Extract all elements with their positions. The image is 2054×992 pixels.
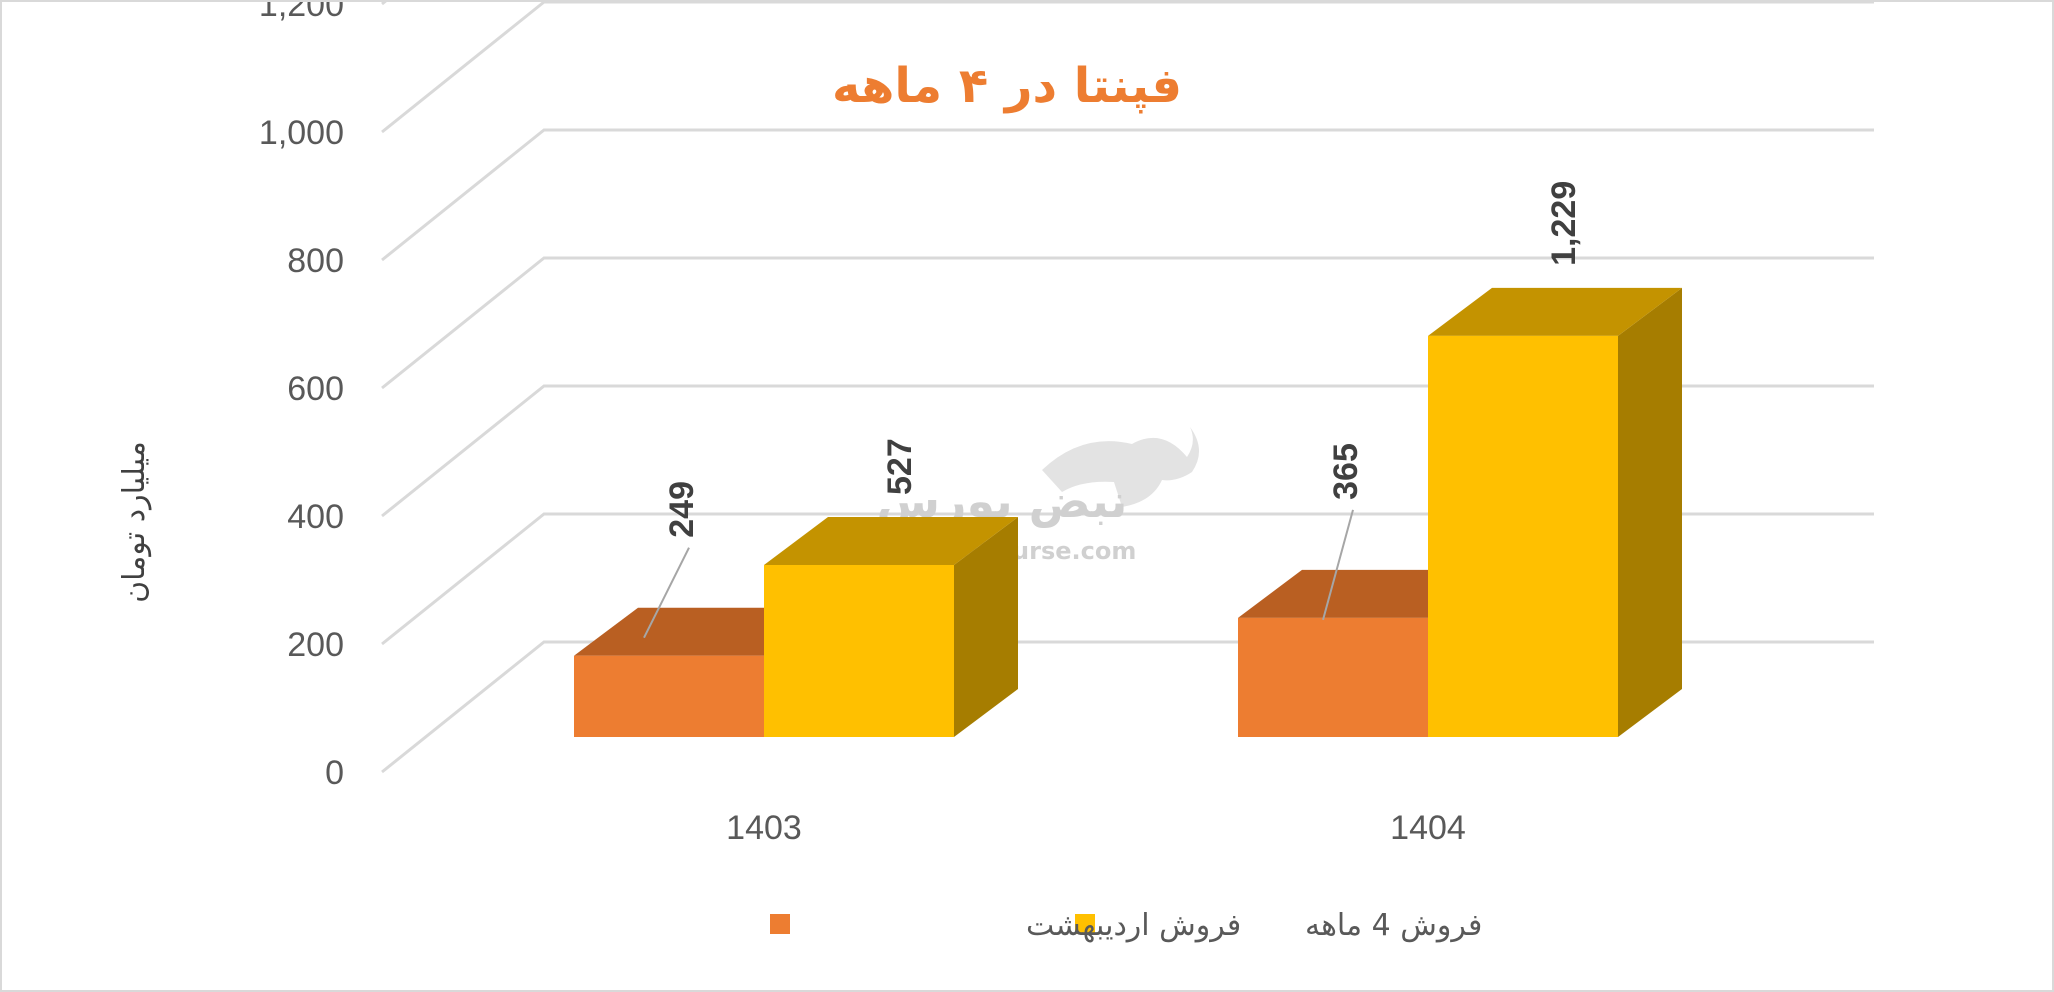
bars xyxy=(574,287,1682,737)
y-tick-label: 800 xyxy=(287,242,344,280)
y-axis-label: میلیارد تومان xyxy=(117,441,152,603)
bar-1-1 xyxy=(1428,287,1682,737)
leader-line xyxy=(1322,509,1354,621)
legend-swatch-4-month xyxy=(1075,914,1095,934)
y-tick-label: 200 xyxy=(287,626,344,664)
y-tick-label: 400 xyxy=(287,498,344,536)
gridline xyxy=(381,128,1874,262)
y-tick-label: 1,200 xyxy=(259,2,344,24)
data-label: 1,229 xyxy=(1545,181,1583,266)
bar-front xyxy=(1238,617,1428,737)
gridline xyxy=(381,2,1874,134)
y-tick-label: 0 xyxy=(325,754,344,792)
bar-front xyxy=(574,655,764,737)
bar-front xyxy=(764,564,954,737)
legend-label-4-month: فروش 4 ماهه xyxy=(1305,908,1482,943)
bar-top xyxy=(764,516,1018,565)
bar-front xyxy=(1428,335,1618,737)
y-tick-label: 600 xyxy=(287,370,344,408)
data-labels: 249 365 527 1,229 xyxy=(643,181,1583,639)
data-label: 249 xyxy=(663,481,701,538)
data-label: 527 xyxy=(881,438,919,495)
bar-side xyxy=(1618,287,1682,737)
bar-side xyxy=(954,516,1018,737)
x-category-label: 1404 xyxy=(1390,809,1466,847)
legend-label-ordibehesht: فروش اردیبهشت xyxy=(1026,908,1241,943)
legend: فروش 4 ماهه فروش اردیبهشت xyxy=(770,908,1482,943)
legend-swatch-ordibehesht xyxy=(770,914,790,934)
watermark-bull-icon xyxy=(1042,427,1200,507)
y-tick-label: 1,000 xyxy=(259,114,344,152)
leader-line xyxy=(643,547,690,639)
x-category-label: 1403 xyxy=(726,809,802,847)
x-axis-categories: 1403 1404 xyxy=(726,809,1466,847)
gridline xyxy=(381,256,1874,390)
bar-top xyxy=(1428,287,1682,336)
chart-title: فپنتا در ۴ ماهه xyxy=(832,58,1182,114)
data-label: 365 xyxy=(1327,443,1365,500)
bar-1-0 xyxy=(764,516,1018,737)
